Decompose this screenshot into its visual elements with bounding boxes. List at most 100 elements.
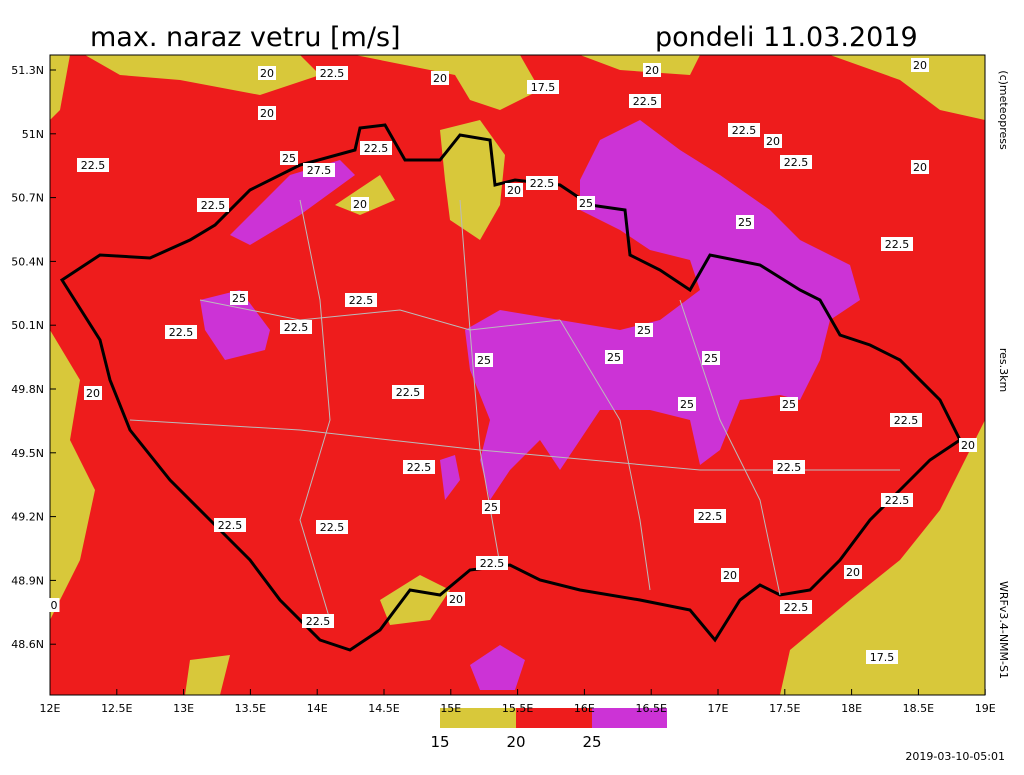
- contour-label: 20: [433, 72, 447, 85]
- contour-label: 22.5: [284, 321, 309, 334]
- contour-label-box: [351, 197, 369, 211]
- lat-label: 49.5N: [11, 447, 44, 460]
- contour-label-box: [48, 598, 60, 612]
- contour-label: 22.5: [784, 601, 809, 614]
- contour-label: 22.5: [320, 521, 345, 534]
- contour-label: 22.5: [320, 67, 345, 80]
- contour-label: 20: [86, 387, 100, 400]
- contour-label: 25: [484, 501, 498, 514]
- map-area: [49, 54, 986, 696]
- contour-label-box: [959, 438, 977, 452]
- contour-label-box: [780, 600, 812, 614]
- lon-label: 16.5E: [635, 702, 666, 715]
- legend-swatch: [592, 708, 667, 728]
- contour-label: 22.5: [784, 156, 809, 169]
- contour-label: 22.5: [306, 615, 331, 628]
- legend: [440, 708, 667, 728]
- contour-label: 22.5: [885, 494, 910, 507]
- lat-label: 48.9N: [11, 574, 44, 587]
- contour-label: 25: [232, 292, 246, 305]
- legend-swatch: [440, 708, 516, 728]
- contour-label-box: [780, 155, 812, 169]
- contour-label-box: [345, 293, 377, 307]
- contour-label: 0: [51, 599, 58, 612]
- contour-label: 25: [782, 398, 796, 411]
- lat-label: 48.6N: [11, 638, 44, 651]
- contour-label-box: [197, 198, 229, 212]
- contour-label-box: [258, 66, 276, 80]
- contour-label-box: [702, 351, 720, 365]
- contour-label: 22.5: [633, 95, 658, 108]
- contour-label: 20: [961, 439, 975, 452]
- contour-label-box: [214, 518, 246, 532]
- contour-label: 22.5: [364, 142, 389, 155]
- contour-label: 17.5: [870, 651, 895, 664]
- contour-label: 22.5: [349, 294, 374, 307]
- contour-label-box: [721, 568, 739, 582]
- contour-label-box: [230, 291, 248, 305]
- lat-label: 51.3N: [11, 64, 44, 77]
- contour-label: 22.5: [218, 519, 243, 532]
- contour-label-box: [866, 650, 898, 664]
- contour-label-box: [736, 215, 754, 229]
- contour-label: 20: [449, 593, 463, 606]
- lon-label: 14E: [307, 702, 328, 715]
- contour-label: 20: [913, 59, 927, 72]
- contour-label: 25: [704, 352, 718, 365]
- contour-label-box: [258, 106, 276, 120]
- model: WRFv3.4-NMM-S1: [997, 581, 1010, 679]
- contour-label-box: [911, 160, 929, 174]
- contour-label: 20: [507, 184, 521, 197]
- contour-label: 25: [282, 152, 296, 165]
- contour-label-box: [77, 158, 109, 172]
- contour-label: 22.5: [530, 177, 555, 190]
- contour-label: 20: [260, 67, 274, 80]
- lat-label: 50.7N: [11, 192, 44, 205]
- contour-label-box: [303, 163, 335, 177]
- contour-label-box: [527, 80, 559, 94]
- timestamp: 2019-03-10-05:01: [905, 750, 1005, 763]
- lat-label: 51N: [22, 128, 44, 141]
- lat-label: 49.2N: [11, 511, 44, 524]
- contour-label: 20: [723, 569, 737, 582]
- contour-label-box: [694, 509, 726, 523]
- contour-label: 25: [680, 398, 694, 411]
- lon-label: 17.5E: [769, 702, 800, 715]
- yellow-zones: [50, 55, 985, 695]
- contour-label: 22.5: [169, 326, 194, 339]
- legend-label: 15: [430, 733, 449, 751]
- lon-label: 12.5E: [101, 702, 132, 715]
- lon-label: 16E: [574, 702, 595, 715]
- contour-label-box: [678, 397, 696, 411]
- contour-label: 25: [637, 324, 651, 337]
- contour-label: 25: [579, 197, 593, 210]
- lon-label: 15E: [440, 702, 461, 715]
- contour-label: 20: [353, 198, 367, 211]
- lon-label: 19E: [975, 702, 996, 715]
- contour-label: 22.5: [698, 510, 723, 523]
- contour-label-box: [505, 183, 523, 197]
- lon-label: 12E: [40, 702, 61, 715]
- contour-label: 22.5: [407, 461, 432, 474]
- contour-label-box: [392, 385, 424, 399]
- lon-label: 15.5E: [502, 702, 533, 715]
- credit: (c)meteopress: [997, 70, 1010, 150]
- contour-label: 20: [645, 64, 659, 77]
- contour-label: 25: [607, 351, 621, 364]
- lon-label: 13.5E: [235, 702, 266, 715]
- contour-label-box: [280, 151, 298, 165]
- legend-label: 20: [506, 733, 525, 751]
- contour-label: 20: [846, 566, 860, 579]
- contour-label-box: [605, 350, 623, 364]
- lon-label: 14.5E: [368, 702, 399, 715]
- contour-label-box: [482, 500, 500, 514]
- lat-label: 50.1N: [11, 319, 44, 332]
- contour-label-box: [316, 520, 348, 534]
- contour-label-box: [316, 66, 348, 80]
- contour-label: 27.5: [307, 164, 332, 177]
- contour-label-box: [476, 556, 508, 570]
- contour-label: 22.5: [894, 414, 919, 427]
- contour-label: 22.5: [201, 199, 226, 212]
- contour-label: 22.5: [396, 386, 421, 399]
- contour-label-box: [773, 460, 805, 474]
